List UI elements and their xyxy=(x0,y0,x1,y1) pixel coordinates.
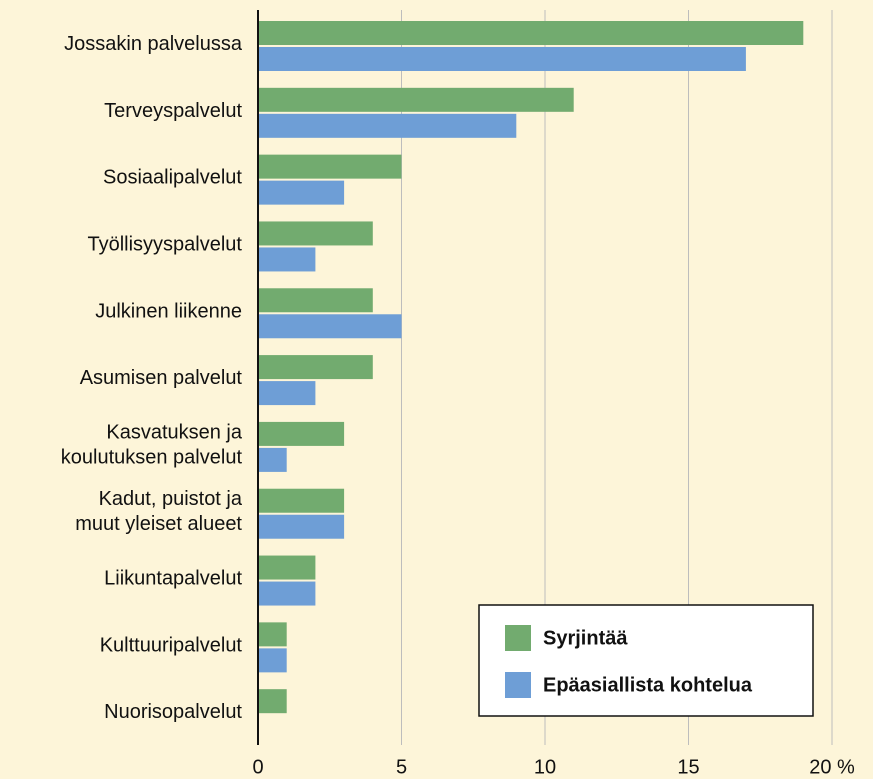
legend: Syrjintää Epäasiallista kohtelua xyxy=(478,604,814,717)
bar xyxy=(258,581,316,606)
x-tick-label: 20 % xyxy=(809,756,855,778)
legend-swatch xyxy=(505,625,531,651)
y-tick-label: Työllisyyspalvelut xyxy=(87,234,242,256)
x-tick-label: 5 xyxy=(396,756,407,778)
bar xyxy=(258,622,287,647)
bar xyxy=(258,381,316,406)
bar xyxy=(258,180,345,205)
y-tick-label: Asumisen palvelut xyxy=(80,367,243,389)
bar xyxy=(258,648,287,673)
bar xyxy=(258,514,345,539)
y-tick-label: Kasvatuksen ja koulutuksen palvelut xyxy=(61,422,243,469)
y-tick-label: Kadut, puistot ja muut yleiset alueet xyxy=(75,489,243,536)
y-tick-label: Nuorisopalvelut xyxy=(104,701,242,723)
y-tick-label: Jossakin palvelussa xyxy=(64,33,243,55)
bar xyxy=(258,21,804,45)
legend-box xyxy=(478,604,814,717)
bar xyxy=(258,689,287,714)
bar xyxy=(258,221,373,246)
x-tick-label: 0 xyxy=(252,756,263,778)
bar xyxy=(258,154,402,179)
y-tick-label: Sosiaalipalvelut xyxy=(103,167,242,189)
legend-swatch xyxy=(505,672,531,698)
bar xyxy=(258,421,345,446)
bar xyxy=(258,447,287,472)
x-tick-label: 15 xyxy=(677,756,699,778)
y-tick-label: Terveyspalvelut xyxy=(104,100,242,122)
bar xyxy=(258,247,316,272)
bar xyxy=(258,555,316,580)
legend-label: Epäasiallista kohtelua xyxy=(543,674,753,696)
bar xyxy=(258,314,402,339)
bar xyxy=(258,87,574,112)
y-tick-label: Liikuntapalvelut xyxy=(104,568,242,590)
bar xyxy=(258,47,746,71)
bar xyxy=(258,488,345,513)
bar xyxy=(258,113,517,138)
x-tick-label: 10 xyxy=(534,756,556,778)
y-tick-label: Kulttuuripalvelut xyxy=(100,635,243,657)
legend-label: Syrjintää xyxy=(543,627,628,649)
bar xyxy=(258,355,373,380)
y-tick-label: Julkinen liikenne xyxy=(95,301,242,323)
bar xyxy=(258,288,373,313)
